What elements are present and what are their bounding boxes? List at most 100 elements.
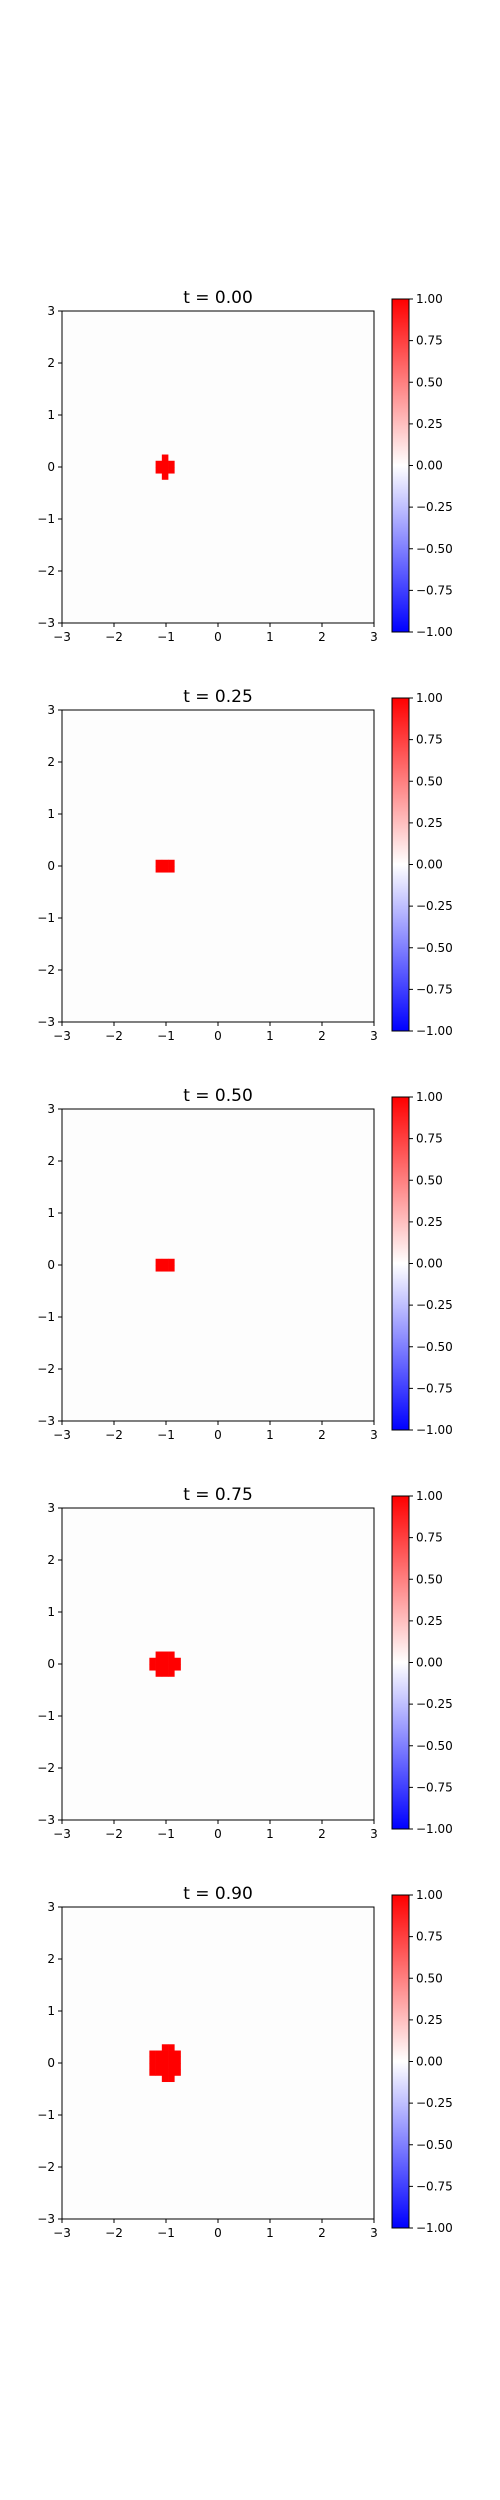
heatmap-cell [161,2063,169,2070]
y-tick-label: −2 [37,2160,55,2174]
colorbar-tick-label: −0.75 [416,1780,453,1794]
heatmap-cell [168,866,175,873]
chart-title: t = 0.50 [183,1086,253,1106]
x-tick-label: 3 [370,2226,378,2240]
x-tick-label: −1 [157,2226,175,2240]
x-tick-label: 1 [266,1029,274,1043]
y-tick-label: −2 [37,1362,55,1376]
colorbar-tick-label: −0.50 [416,2138,453,2152]
y-tick-label: 0 [47,2056,55,2070]
heatmap-cell [161,460,169,468]
heatmap-cell [174,2063,181,2070]
colorbar-tick-label: −0.25 [416,500,453,514]
heatmap-cell [161,1664,169,1671]
x-tick-label: −2 [105,2226,123,2240]
colorbar-tick-label: 1.00 [416,691,443,705]
heatmap-cell [168,1651,175,1659]
x-tick-label: 0 [214,2226,222,2240]
heatmap-cell [149,2056,156,2064]
x-tick-label: −3 [53,1827,71,1841]
colorbar-tick-label: 0.75 [416,733,443,747]
x-tick-label: 3 [370,630,378,644]
x-tick-label: −3 [53,1428,71,1442]
heatmap-background [62,710,374,1022]
y-tick-label: 1 [47,2004,55,2018]
colorbar [391,1894,410,2229]
heatmap-cell [149,2063,156,2070]
colorbar-tick-label: −0.50 [416,542,453,556]
heatmap-panel-3: t = 0.75 −3 −2 −1 0 1 2 3 3 2 1 0 −1 −2 −3 1.00 0.75 0.50… [37,1485,452,1841]
colorbar-tick-label: 0.75 [416,1930,443,1944]
colorbar-tick-label: −0.50 [416,1739,453,1753]
x-tick-label: −3 [53,630,71,644]
heatmap-blob [155,1258,175,1272]
colorbar-tick-label: 0.00 [416,2055,443,2069]
colorbar-tick-label: 1.00 [416,1489,443,1503]
y-tick-label: −1 [37,512,55,526]
x-tick-label: 2 [318,630,326,644]
colorbar-tick-label: −0.75 [416,982,453,996]
heatmap-panel-2: t = 0.50 −3 −2 −1 0 1 2 3 3 2 1 0 −1 −2 −3 1.00 0.75 0.50… [37,1086,452,1442]
heatmap-cell [168,1670,175,1677]
heatmap-cell [168,467,175,474]
heatmap-blob [149,2044,181,2083]
colorbar-tick-label: 0.00 [416,459,443,473]
heatmap-panel-1: t = 0.25 −3 −2 −1 0 1 2 3 3 2 1 0 −1 −2 −3 1.00 0.75 0.50… [37,687,452,1043]
x-tick-label: 3 [370,1827,378,1841]
heatmap-cell [168,1664,175,1671]
heatmap-cell [161,866,169,873]
colorbar-tick-label: 0.50 [416,1971,443,1985]
x-tick-label: 2 [318,1827,326,1841]
heatmap-background [62,1109,374,1421]
heatmap-cell [161,1651,169,1659]
heatmap-cell [161,2050,169,2058]
x-tick-label: 0 [214,1428,222,1442]
colorbar-tick-label: 1.00 [416,292,443,306]
y-tick-label: 2 [47,1154,55,1168]
x-tick-label: 3 [370,1428,378,1442]
colorbar-tick-label: 0.75 [416,1132,443,1146]
heatmap-cell [161,473,169,480]
x-tick-label: 1 [266,2226,274,2240]
colorbar-tick-label: 1.00 [416,1888,443,1902]
y-tick-label: 3 [47,1501,55,1515]
y-tick-label: −3 [37,2212,55,2226]
x-tick-label: −1 [157,630,175,644]
y-tick-label: −3 [37,616,55,630]
x-tick-label: −3 [53,2226,71,2240]
colorbar-tick-label: 0.50 [416,1173,443,1187]
colorbar-tick-label: −1.00 [416,2221,453,2235]
x-tick-label: 2 [318,1428,326,1442]
colorbar-tick-label: 0.25 [416,1614,443,1628]
y-tick-label: 2 [47,356,55,370]
heatmap-cell [161,454,169,462]
colorbar-tick-label: 0.25 [416,1215,443,1229]
colorbar-tick-label: −1.00 [416,1822,453,1836]
heatmap-cell [161,2075,169,2083]
heatmap-cell [155,859,163,867]
y-tick-label: −2 [37,1761,55,1775]
y-tick-label: −1 [37,911,55,925]
y-tick-label: −1 [37,1310,55,1324]
colorbar-tick-label: −0.25 [416,1298,453,1312]
y-tick-label: 3 [47,703,55,717]
y-tick-label: 3 [47,1900,55,1914]
heatmap-cell [155,1664,163,1671]
heatmap-cell [155,866,163,873]
heatmap-cell [155,1657,163,1665]
heatmap-cell [155,2063,163,2070]
y-tick-label: −1 [37,1709,55,1723]
heatmap-background [62,1508,374,1820]
heatmap-cell [161,1265,169,1272]
colorbar-tick-label: 0.50 [416,774,443,788]
heatmap-cell [161,2056,169,2064]
x-tick-label: −2 [105,1029,123,1043]
heatmap-cell [155,467,163,474]
chart-title: t = 0.75 [183,1485,253,1505]
heatmap-cell [149,2069,156,2076]
heatmap-background [62,1907,374,2219]
y-tick-label: 0 [47,1657,55,1671]
x-tick-label: 2 [318,1029,326,1043]
y-tick-label: 1 [47,408,55,422]
colorbar-tick-label: −0.25 [416,899,453,913]
